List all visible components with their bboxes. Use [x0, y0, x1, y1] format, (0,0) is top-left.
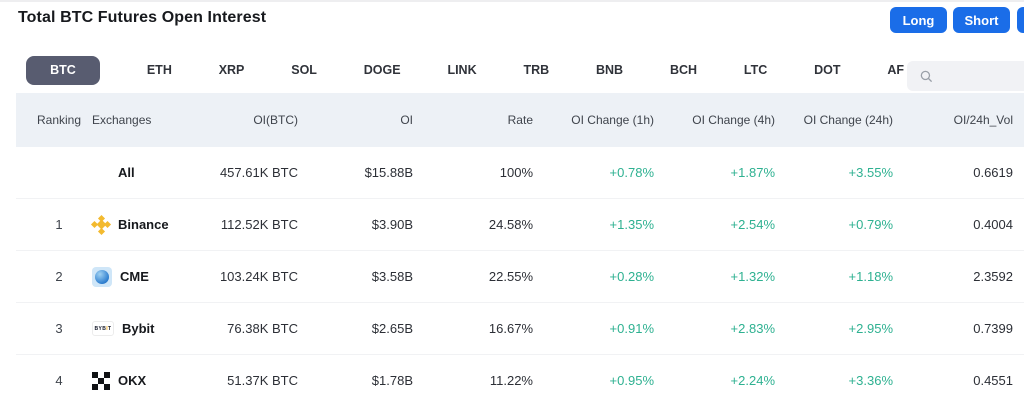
logo-spacer	[92, 164, 110, 182]
tab-doge[interactable]: DOGE	[363, 63, 401, 77]
column-header[interactable]: Rate	[507, 113, 533, 127]
exchange-cell[interactable]: Binance	[90, 214, 218, 235]
oi-change-1h-cell: +0.95%	[609, 373, 654, 388]
oi-btc-cell: 76.38K BTC	[227, 321, 298, 336]
rate-cell: 11.22%	[489, 373, 533, 388]
oi-usd-cell: $15.88B	[364, 165, 413, 180]
exchange-cell[interactable]: BYB I T Bybit	[92, 321, 218, 336]
tab-xrp[interactable]: XRP	[218, 63, 245, 77]
oi-24h-vol-cell: 0.6619	[973, 165, 1013, 180]
clipped-button[interactable]	[1017, 7, 1024, 33]
column-header[interactable]: OI Change (4h)	[692, 113, 775, 127]
oi-change-4h-cell: +1.32%	[730, 269, 775, 284]
rank-cell: 1	[55, 217, 63, 232]
binance-logo-icon	[90, 214, 112, 235]
oi-change-24h-cell: +0.79%	[848, 217, 893, 232]
tab-btc[interactable]: BTC	[26, 55, 100, 85]
long-button[interactable]: Long	[890, 7, 947, 33]
rate-cell: 22.55%	[488, 269, 533, 284]
rank-cell: 2	[55, 269, 63, 284]
oi-btc-cell: 112.52K BTC	[220, 217, 298, 232]
tab-sol[interactable]: SOL	[291, 63, 317, 77]
column-header[interactable]: Exchanges	[92, 113, 152, 127]
table-row[interactable]: 3 BYB I T Bybit 76.38K BTC $2.65B 16.67% +…	[16, 303, 1024, 355]
oi-change-24h-cell: +3.36%	[848, 373, 893, 388]
tab-bch[interactable]: BCH	[669, 63, 698, 77]
tab-link[interactable]: LINK	[447, 63, 477, 77]
oi-change-4h-cell: +2.24%	[730, 373, 775, 388]
exchange-cell[interactable]: CME	[92, 266, 218, 287]
oi-change-1h-cell: +0.28%	[609, 269, 654, 284]
table-row[interactable]: 4 OKX 51.37K BTC $1.78B 11.22% +0.95% +2…	[16, 355, 1024, 403]
coin-tab-bar: BTC ETH XRP SOL DOGE LINK TRB BNB BCH LTC DOT AF	[26, 55, 904, 85]
column-header[interactable]: OI Change (1h)	[571, 113, 654, 127]
exchange-name: Binance	[118, 217, 169, 232]
rate-cell: 100%	[499, 165, 533, 180]
oi-usd-cell: $3.90B	[371, 217, 413, 232]
oi-change-24h-cell: +3.55%	[848, 165, 893, 180]
page-title: Total BTC Futures Open Interest	[18, 9, 267, 26]
oi-btc-cell: 51.37K BTC	[227, 373, 298, 388]
oi-usd-cell: $2.65B	[371, 321, 413, 336]
oi-change-1h-cell: +0.78%	[609, 165, 654, 180]
search-box[interactable]	[907, 61, 1024, 91]
oi-change-4h-cell: +2.83%	[730, 321, 775, 336]
oi-change-4h-cell: +2.54%	[730, 217, 775, 232]
oi-change-1h-cell: +1.35%	[609, 217, 654, 232]
column-header[interactable]: OI	[400, 113, 413, 127]
rate-cell: 24.58%	[488, 217, 533, 232]
oi-24h-vol-cell: 0.4551	[973, 373, 1013, 388]
rank-cell: 3	[55, 321, 63, 336]
tab-bnb[interactable]: BNB	[596, 63, 624, 77]
exchanges-table: Ranking Exchanges OI(BTC) OI Rate OI Change (…	[16, 93, 1024, 403]
exchange-name: OKX	[118, 373, 147, 388]
tab-ltc[interactable]: LTC	[743, 63, 768, 77]
table-header-row: Ranking Exchanges OI(BTC) OI Rate OI Change (…	[16, 93, 1024, 147]
bybit-logo-icon: BYB I T	[92, 321, 114, 336]
oi-24h-vol-cell: 2.3592	[973, 269, 1013, 284]
oi-btc-cell: 103.24K BTC	[219, 269, 298, 284]
column-header[interactable]: Ranking	[36, 113, 82, 127]
oi-24h-vol-cell: 0.4004	[973, 217, 1013, 232]
oi-btc-cell: 457.61K BTC	[219, 165, 298, 180]
short-button[interactable]: Short	[953, 7, 1010, 33]
oi-change-1h-cell: +0.91%	[609, 321, 654, 336]
column-header[interactable]: OI/24h_Vol	[953, 113, 1013, 127]
table-row[interactable]: 2 CME 103.24K BTC $3.58B 22.55% +0.28% +…	[16, 251, 1024, 303]
column-header[interactable]: OI Change (24h)	[803, 113, 893, 127]
exchange-name: CME	[120, 269, 149, 284]
top-divider	[0, 0, 1024, 2]
exchange-cell[interactable]: All	[92, 164, 218, 182]
table-body: All 457.61K BTC $15.88B 100% +0.78% +1.8…	[16, 147, 1024, 403]
tab-trb[interactable]: TRB	[523, 63, 550, 77]
column-header[interactable]: OI(BTC)	[253, 113, 298, 127]
oi-change-24h-cell: +2.95%	[848, 321, 893, 336]
okx-logo-icon	[92, 371, 110, 390]
search-input[interactable]	[941, 69, 1021, 83]
oi-usd-cell: $1.78B	[371, 373, 413, 388]
tab-eth[interactable]: ETH	[146, 63, 172, 77]
oi-change-24h-cell: +1.18%	[848, 269, 893, 284]
exchange-cell[interactable]: OKX	[92, 371, 218, 390]
cme-logo-icon	[92, 266, 112, 287]
rate-cell: 16.67%	[488, 321, 533, 336]
rank-cell: 4	[55, 373, 63, 388]
table-row[interactable]: 1 Binance 112.52K BTC $3.90B 24.58% +1.3…	[16, 199, 1024, 251]
exchange-name: Bybit	[122, 321, 155, 336]
exchange-name: All	[118, 165, 135, 180]
oi-change-4h-cell: +1.87%	[730, 165, 775, 180]
search-icon	[919, 69, 933, 83]
oi-24h-vol-cell: 0.7399	[973, 321, 1013, 336]
tab-af[interactable]: AF	[887, 63, 904, 77]
tab-dot[interactable]: DOT	[814, 63, 841, 77]
table-row[interactable]: All 457.61K BTC $15.88B 100% +0.78% +1.8…	[16, 147, 1024, 199]
oi-usd-cell: $3.58B	[371, 269, 413, 284]
